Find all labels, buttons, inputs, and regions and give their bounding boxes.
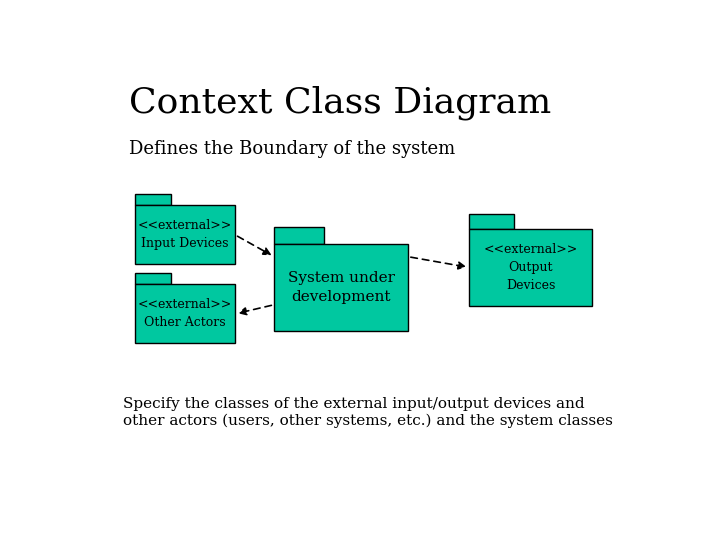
Bar <box>469 214 514 229</box>
Text: <<external>>
Other Actors: <<external>> Other Actors <box>138 299 232 329</box>
Bar <box>469 229 593 306</box>
Bar <box>135 205 235 265</box>
Text: <<external>>
Input Devices: <<external>> Input Devices <box>138 219 232 251</box>
Bar <box>274 244 408 331</box>
Text: System under
development: System under development <box>287 271 395 304</box>
Bar <box>135 273 171 285</box>
Bar <box>274 227 324 244</box>
Text: Context Class Diagram: Context Class Diagram <box>129 85 552 120</box>
Bar <box>135 194 171 205</box>
Text: Specify the classes of the external input/output devices and
other actors (users: Specify the classes of the external inpu… <box>124 397 613 428</box>
Text: Defines the Boundary of the system: Defines the Boundary of the system <box>129 140 455 158</box>
Bar <box>135 285 235 343</box>
Text: <<external>>
Output
Devices: <<external>> Output Devices <box>484 243 578 292</box>
